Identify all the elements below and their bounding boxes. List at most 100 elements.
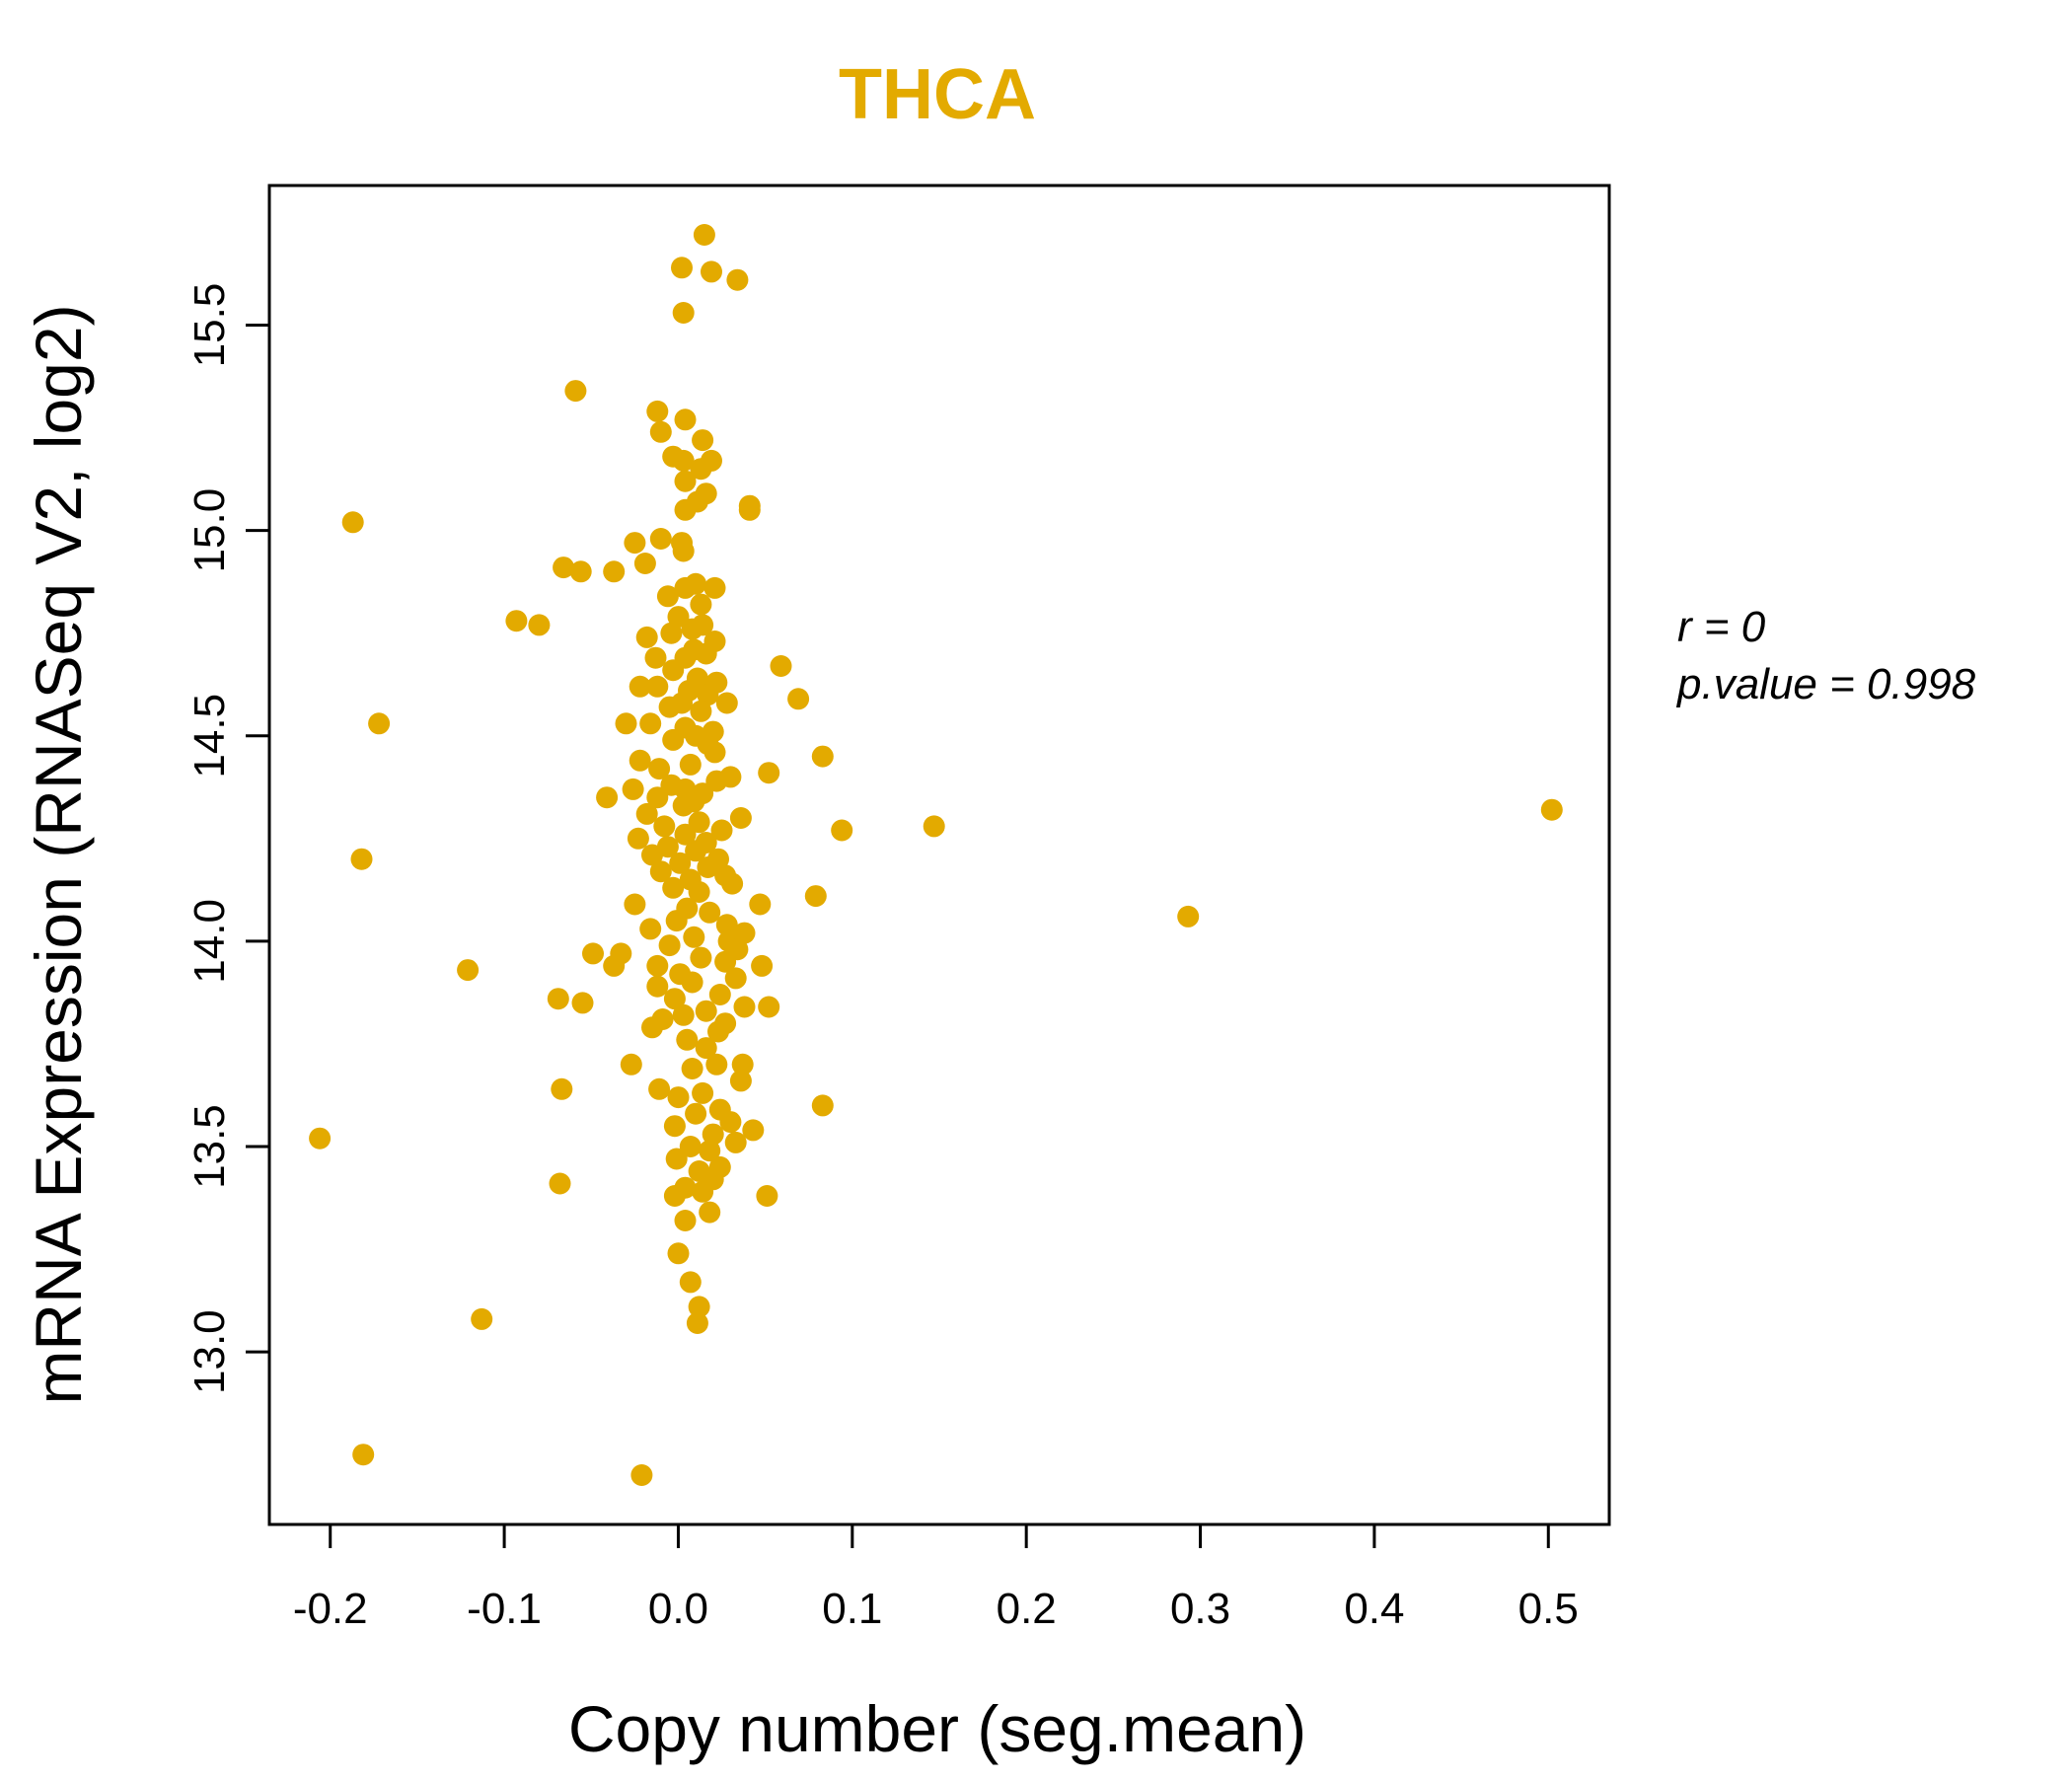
data-point	[639, 918, 662, 940]
data-point	[695, 1000, 717, 1022]
data-point	[669, 852, 692, 874]
data-point	[635, 802, 658, 825]
data-point	[471, 1307, 493, 1330]
data-point	[627, 827, 649, 850]
data-point	[685, 840, 707, 862]
data-point	[662, 728, 685, 751]
chart-title: THCA	[839, 55, 1036, 134]
x-tick-label: 0.1	[822, 1585, 882, 1633]
data-point	[685, 1102, 707, 1125]
data-point	[679, 1271, 702, 1294]
y-tick-label: 14.0	[185, 899, 234, 984]
x-axis-label: Copy number (seg.mean)	[568, 1692, 1306, 1765]
data-point	[649, 528, 672, 550]
data-point	[665, 1148, 688, 1170]
x-axis: -0.2 -0.1 0.0 0.1 0.2 0.3 0.4 0.5	[293, 1524, 1579, 1633]
data-point	[633, 553, 656, 574]
data-point	[639, 712, 662, 735]
data-point	[787, 688, 810, 710]
data-point	[309, 1127, 332, 1150]
data-point	[731, 1053, 754, 1076]
data-point	[923, 815, 945, 838]
data-point	[662, 659, 685, 682]
x-tick-label: 0.5	[1518, 1585, 1579, 1633]
data-point	[705, 770, 728, 792]
data-point	[695, 642, 717, 665]
data-point	[697, 684, 719, 706]
data-point	[665, 910, 688, 932]
data-point	[667, 606, 690, 629]
data-point	[603, 954, 626, 977]
data-point	[672, 794, 695, 817]
data-point	[663, 988, 686, 1010]
y-tick-label: 15.5	[185, 283, 234, 368]
data-point	[341, 511, 364, 534]
data-point	[710, 819, 733, 842]
data-point	[662, 876, 685, 899]
data-point	[663, 1185, 686, 1207]
y-tick-label: 13.0	[185, 1309, 234, 1394]
data-point	[705, 1053, 728, 1076]
correlation-r: r = 0	[1677, 603, 1766, 651]
data-point	[624, 532, 646, 555]
data-point	[697, 856, 719, 878]
data-point	[679, 753, 702, 776]
data-point	[703, 576, 726, 599]
data-point	[457, 959, 480, 982]
data-point	[620, 1053, 642, 1076]
data-point	[703, 741, 726, 764]
data-point	[674, 576, 697, 599]
data-point	[715, 914, 738, 936]
data-point	[699, 901, 721, 924]
data-point	[1540, 798, 1563, 821]
data-point	[672, 540, 695, 562]
data-point	[674, 408, 697, 431]
data-point	[701, 260, 722, 283]
x-tick-label: -0.2	[293, 1585, 368, 1633]
data-point	[368, 712, 391, 735]
data-point	[690, 946, 712, 969]
data-point	[724, 967, 747, 990]
data-point	[674, 1210, 697, 1231]
data-point	[658, 696, 681, 718]
data-point	[756, 1185, 778, 1207]
x-tick-label: -0.1	[467, 1585, 542, 1633]
data-point	[758, 762, 780, 784]
data-point	[758, 996, 780, 1018]
y-axis: 13.0 13.5 14.0 14.5 15.0 15.5	[185, 283, 269, 1394]
data-point	[635, 626, 658, 648]
data-point	[653, 815, 676, 838]
data-point	[644, 646, 667, 669]
data-point	[646, 675, 669, 698]
data-point	[699, 1140, 721, 1162]
data-point	[674, 470, 697, 492]
data-point	[630, 1464, 653, 1486]
data-point	[715, 692, 738, 714]
data-point	[679, 1136, 702, 1157]
data-point	[350, 848, 373, 870]
data-point	[505, 610, 528, 632]
data-point	[688, 811, 710, 834]
data-point	[629, 675, 651, 698]
x-tick-label: 0.2	[997, 1585, 1057, 1633]
data-point	[603, 560, 626, 583]
data-point	[692, 1180, 714, 1203]
x-tick-label: 0.0	[648, 1585, 708, 1633]
data-point	[646, 975, 669, 998]
data-points	[309, 224, 1563, 1486]
data-point	[681, 971, 703, 994]
data-point	[663, 1115, 686, 1138]
data-point	[692, 429, 714, 452]
data-point	[733, 996, 756, 1018]
data-point	[770, 655, 792, 677]
data-point	[582, 942, 604, 965]
data-point	[660, 622, 683, 644]
data-point	[646, 400, 669, 422]
data-point	[690, 593, 712, 616]
data-point	[549, 1172, 571, 1195]
y-axis-label: mRNA Expression (RNASeq V2, log2)	[22, 304, 95, 1404]
data-point	[553, 557, 575, 579]
data-point	[649, 420, 672, 443]
y-tick-label: 13.5	[185, 1104, 234, 1189]
